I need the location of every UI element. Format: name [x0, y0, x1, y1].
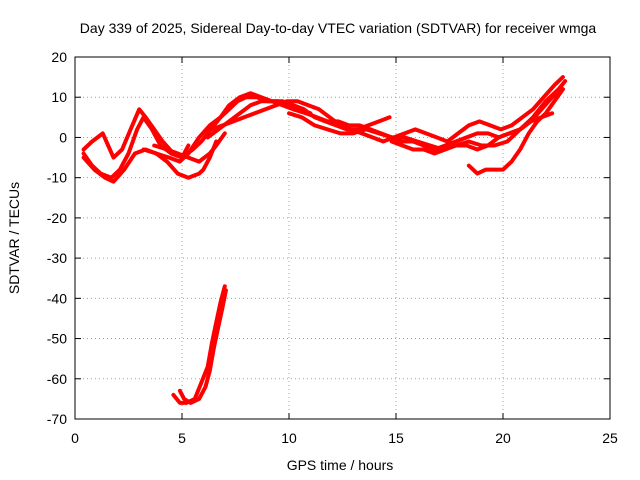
plot-frame: [74, 56, 611, 420]
series-line-track-11: [171, 284, 227, 405]
y-tick-label: 20: [51, 49, 67, 65]
y-axis-label: SDTVAR / TECUs: [6, 182, 22, 294]
series-line-track-12: [152, 131, 227, 164]
y-tick-label: -40: [47, 290, 67, 306]
series-line-track-4: [141, 87, 565, 164]
y-tick-label: -50: [47, 331, 67, 347]
y-tick-label: -30: [47, 250, 67, 266]
series-line-track-8: [389, 111, 555, 156]
x-tick-label: 25: [602, 430, 618, 446]
x-tick-label: 15: [388, 430, 404, 446]
y-tick-label: -20: [47, 210, 67, 226]
y-tick-label: 10: [51, 89, 67, 105]
plot-area: [81, 75, 568, 405]
x-tick-label: 20: [495, 430, 511, 446]
x-tick-label: 0: [71, 430, 79, 446]
grid: [75, 57, 610, 419]
y-ticks: 20 10 0 -10 -20 -30 -40 -50 -60 -70: [47, 49, 610, 427]
series-line-track-5: [205, 99, 392, 140]
series-line-track-6: [210, 75, 565, 144]
y-tick-label: 0: [59, 129, 67, 145]
x-tick-label: 5: [178, 430, 186, 446]
y-tick-label: -60: [47, 371, 67, 387]
y-tick-label: -70: [47, 411, 67, 427]
chart-title: Day 339 of 2025, Sidereal Day-to-day VTE…: [80, 20, 597, 36]
x-axis-label: GPS time / hours: [287, 457, 394, 473]
series-line-track-9: [466, 87, 565, 176]
y-tick-label: -10: [47, 170, 67, 186]
x-tick-label: 10: [281, 430, 297, 446]
